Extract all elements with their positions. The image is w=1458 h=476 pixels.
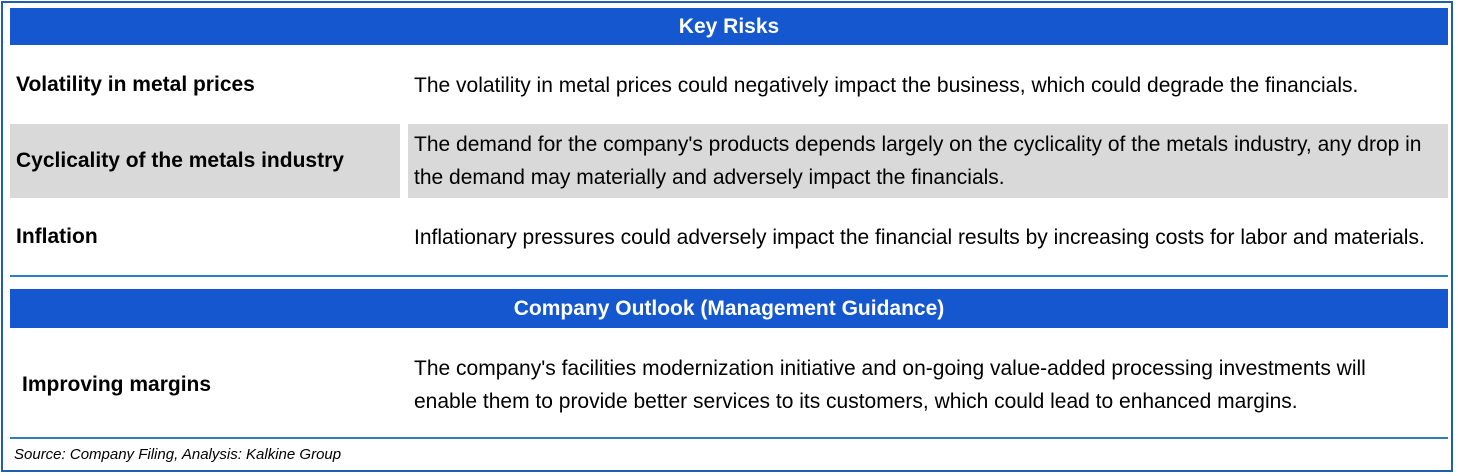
outlook-header: Company Outlook (Management Guidance) (10, 289, 1448, 328)
outlook-description: The company's facilities modernization i… (414, 357, 1366, 413)
risk-label: Volatility in metal prices (16, 73, 255, 96)
risk-description: The volatility in metal prices could neg… (414, 73, 1359, 97)
risk-description: Inflationary pressures could adversely i… (414, 225, 1425, 249)
risk-label: Inflation (16, 225, 98, 248)
risk-description: The demand for the company's products de… (408, 124, 1448, 198)
outlook-label: Improving margins (22, 373, 212, 396)
key-risks-header: Key Risks (10, 8, 1448, 45)
risk-row: Inflation Inflationary pressures could a… (10, 201, 1448, 273)
key-risks-title: Key Risks (678, 14, 780, 38)
risk-label: Cyclicality of the metals industry (10, 124, 400, 198)
risk-row: Cyclicality of the metals industry The d… (10, 124, 1448, 198)
outlook-title: Company Outlook (Management Guidance) (513, 296, 945, 320)
risk-row: Volatility in metal prices The volatilit… (10, 49, 1448, 121)
source-note: Source: Company Filing, Analysis: Kalkin… (14, 446, 342, 463)
section-divider (10, 275, 1448, 277)
footer-divider (10, 437, 1448, 439)
outlook-row: Improving margins The company's faciliti… (10, 336, 1448, 434)
